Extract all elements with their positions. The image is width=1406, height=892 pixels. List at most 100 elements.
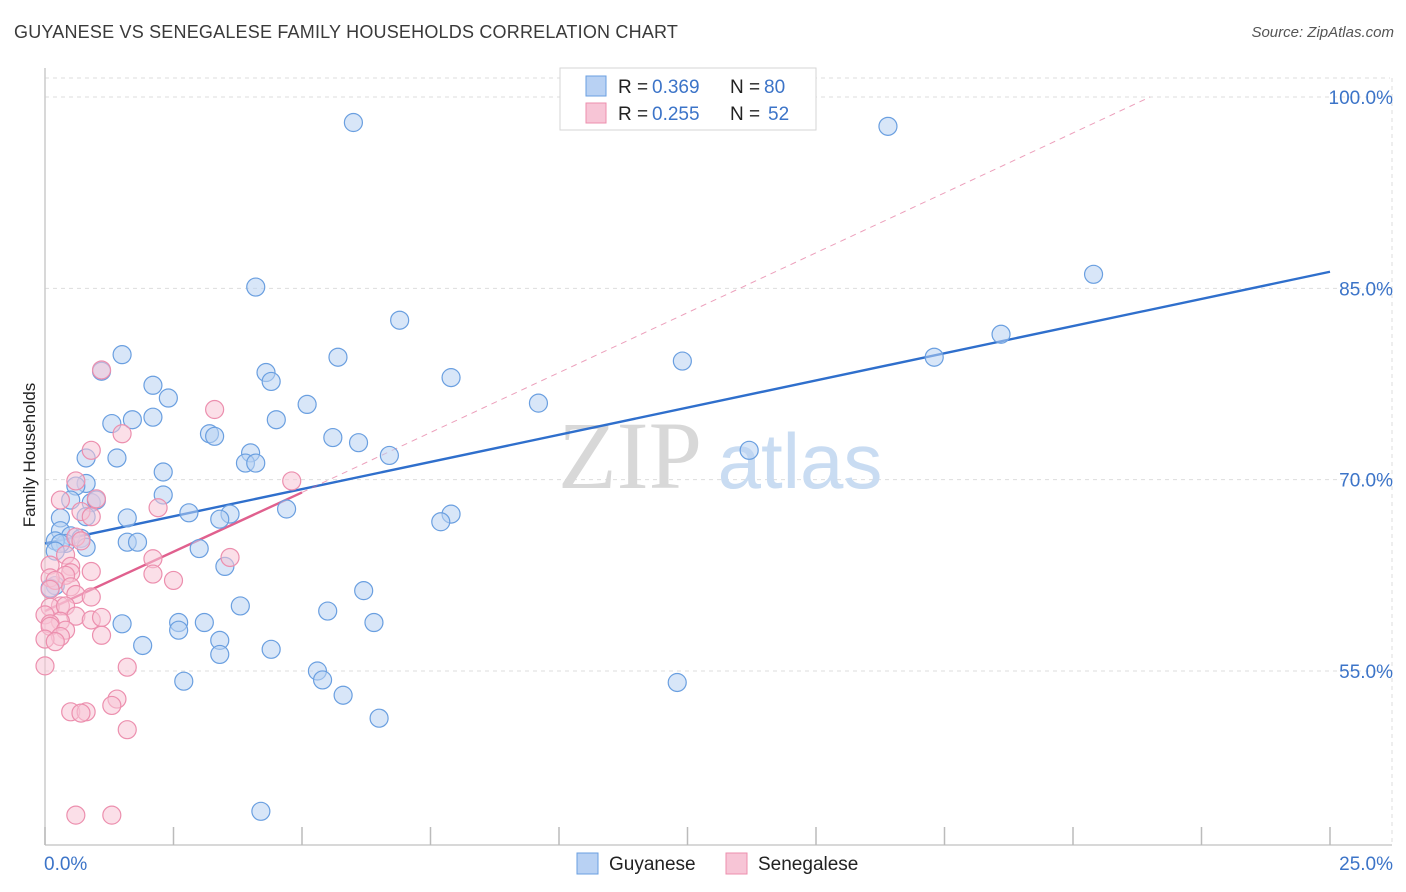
senegalese-point bbox=[102, 695, 122, 716]
senegalese-point bbox=[81, 561, 101, 582]
guyanese-point bbox=[297, 394, 317, 415]
guyanese-point bbox=[991, 324, 1011, 344]
watermark-atlas: atlas bbox=[718, 417, 883, 505]
legend-r-label-1: R = bbox=[618, 77, 648, 98]
y-tick-label: 85.0% bbox=[1339, 279, 1393, 300]
senegalese-point bbox=[81, 507, 101, 527]
senegalese-point bbox=[81, 587, 101, 607]
senegalese-point bbox=[91, 625, 112, 645]
guyanese-point bbox=[246, 453, 266, 473]
legend-n-value-1: 80 bbox=[764, 77, 785, 98]
senegalese-point bbox=[282, 471, 302, 491]
data-points bbox=[35, 112, 1104, 825]
senegalese-point bbox=[143, 564, 163, 584]
guyanese-point bbox=[379, 445, 399, 466]
guyanese-point bbox=[528, 393, 549, 413]
bottom-legend: Guyanese Senegalese bbox=[576, 852, 858, 875]
guyanese-point bbox=[210, 509, 230, 529]
guyanese-point bbox=[117, 508, 137, 528]
senegalese-point bbox=[91, 360, 112, 380]
chart-title: GUYANESE VS SENEGALESE FAMILY HOUSEHOLDS… bbox=[14, 22, 679, 42]
senegalese-point bbox=[86, 489, 107, 509]
guyanese-point bbox=[133, 635, 153, 656]
legend-swatch-senegalese bbox=[585, 102, 607, 124]
guyanese-point bbox=[1083, 264, 1104, 284]
guyanese-point bbox=[230, 596, 250, 616]
senegalese-point bbox=[102, 805, 122, 825]
guyanese-point bbox=[312, 670, 333, 690]
guyanese-point bbox=[153, 462, 173, 482]
senegalese-point bbox=[45, 632, 65, 652]
guyanese-point bbox=[348, 433, 369, 453]
senegalese-point bbox=[112, 424, 132, 444]
guyanese-point bbox=[924, 347, 944, 367]
senegalese-point bbox=[66, 805, 86, 825]
guyanese-point bbox=[266, 410, 286, 430]
guyanese-trend-line bbox=[44, 270, 1331, 545]
guyanese-point bbox=[878, 116, 898, 136]
guyanese-point bbox=[179, 503, 199, 523]
guyanese-point bbox=[369, 708, 389, 728]
senegalese-point bbox=[117, 720, 137, 740]
senegalese-point bbox=[81, 440, 101, 460]
legend-r-label-2: R = bbox=[618, 104, 648, 125]
guyanese-point bbox=[169, 620, 189, 640]
senegalese-point bbox=[71, 703, 91, 723]
legend-box: R = 0.369 N = 80 R = 0.255 N = 52 bbox=[559, 67, 817, 131]
guyanese-point bbox=[251, 801, 271, 821]
guyanese-point bbox=[174, 671, 194, 691]
legend-r-value-1: 0.369 bbox=[652, 77, 700, 98]
y-tick-label: 70.0% bbox=[1339, 471, 1393, 492]
legend-r-value-2: 0.255 bbox=[652, 104, 700, 125]
senegalese-point bbox=[220, 547, 240, 568]
senegalese-point bbox=[71, 531, 91, 551]
guyanese-point bbox=[158, 388, 178, 408]
senegalese-point bbox=[117, 657, 137, 677]
guyanese-point bbox=[667, 672, 687, 693]
senegalese-point bbox=[205, 399, 225, 420]
y-tick-label: 55.0% bbox=[1339, 662, 1393, 683]
guyanese-point bbox=[210, 644, 230, 665]
guyanese-point bbox=[431, 512, 451, 532]
guyanese-point bbox=[672, 351, 692, 371]
source-credit: Source: ZipAtlas.com bbox=[1251, 24, 1394, 41]
guyanese-point bbox=[143, 407, 163, 427]
axes bbox=[44, 68, 1392, 846]
guyanese-point bbox=[122, 410, 142, 430]
senegalese-point bbox=[35, 656, 55, 676]
guyanese-point bbox=[323, 427, 343, 448]
guyanese-point bbox=[112, 345, 132, 365]
legend-n-label-1: N = bbox=[730, 77, 760, 98]
guyanese-point bbox=[276, 499, 297, 519]
guyanese-point bbox=[343, 112, 363, 133]
bottom-legend-swatch-senegalese bbox=[725, 852, 748, 875]
senegalese-point bbox=[66, 471, 86, 491]
legend-n-label-2: N = bbox=[730, 104, 760, 125]
senegalese-point bbox=[91, 607, 112, 628]
guyanese-point bbox=[107, 448, 127, 468]
senegalese-point bbox=[40, 579, 60, 599]
guyanese-point bbox=[333, 685, 353, 705]
y-tick-label: 100.0% bbox=[1329, 88, 1394, 109]
guyanese-point bbox=[189, 538, 209, 559]
guyanese-point bbox=[261, 639, 281, 659]
bottom-legend-senegalese: Senegalese bbox=[758, 854, 858, 875]
senegalese-trend-extension bbox=[301, 96, 1151, 493]
bottom-legend-guyanese: Guyanese bbox=[609, 854, 696, 875]
guyanese-point bbox=[739, 440, 759, 460]
senegalese-point bbox=[50, 490, 71, 510]
bottom-legend-swatch-guyanese bbox=[576, 852, 599, 875]
guyanese-point bbox=[127, 532, 148, 552]
senegalese-point bbox=[148, 498, 168, 518]
guyanese-point bbox=[143, 375, 163, 395]
guyanese-point bbox=[112, 614, 132, 634]
watermark-zip: ZIP bbox=[558, 402, 702, 509]
x-tick-label-start: 0.0% bbox=[44, 854, 87, 875]
guyanese-point bbox=[364, 612, 384, 633]
guyanese-point bbox=[194, 612, 214, 633]
legend-swatch-guyanese bbox=[585, 75, 607, 97]
guyanese-point bbox=[354, 581, 374, 601]
guyanese-point bbox=[390, 310, 410, 330]
guyanese-point bbox=[261, 371, 281, 392]
